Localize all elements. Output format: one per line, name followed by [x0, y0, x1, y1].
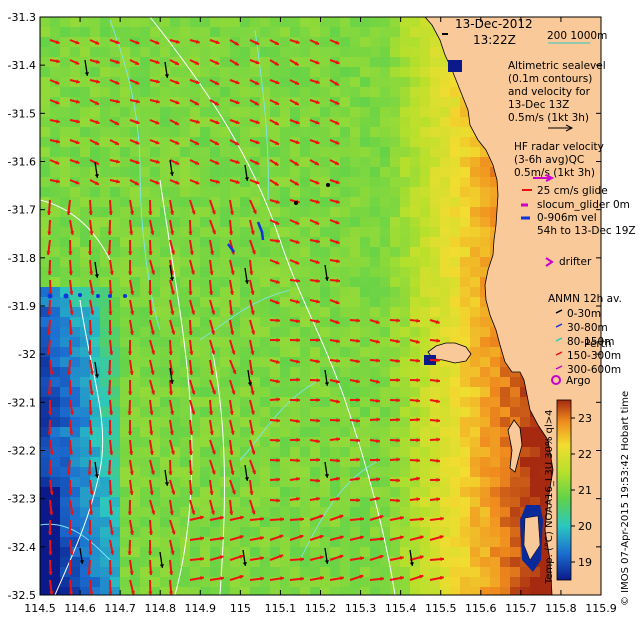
y-tick-label: -31.6	[8, 156, 36, 169]
scale-label: 200 1000m	[547, 30, 607, 42]
y-tick-label: -31.5	[8, 107, 36, 120]
y-tick-label: -32.2	[8, 445, 36, 458]
glider-line-4: 54h to 13-Dec 19Z	[537, 225, 636, 237]
colorbar: 23 22 21 20 19 Temp. (°C) NOAA16_L3U 30% ql>…	[544, 399, 592, 585]
glider-track	[47, 183, 330, 299]
hf-line-1: HF radar velocity	[514, 141, 604, 153]
altimetry-line-4: 13-Dec 13Z	[508, 99, 569, 111]
colorbar-label: Temp. (°C) NOAA16_L3U 30% ql>4	[544, 409, 555, 585]
x-tick-label: 114.9	[185, 602, 217, 615]
argo-icon	[551, 375, 561, 385]
glider-line-1: 25 cm/s glide	[537, 185, 608, 197]
hf-line-2: (3-6h avg)QC	[514, 154, 584, 166]
colorbar-tick-label: 23	[578, 412, 592, 425]
anmn-legend: ANMN 12h av. 0-30m 30-80m 80-150m 150-30…	[548, 293, 622, 376]
anmn-300-600-icon	[555, 365, 563, 370]
y-tick-label: -32.1	[8, 396, 36, 409]
anmn-item-2: 30-80m	[567, 322, 608, 334]
hf-arrow-icon	[533, 174, 555, 182]
altimetry-velocity-arrows	[79, 59, 415, 568]
credit-label: © IMOS 07-Apr-2015 19:53:42 Hobart time	[620, 391, 631, 606]
y-tick-label: -32.4	[8, 541, 36, 554]
x-tick-label: 115.6	[465, 602, 497, 615]
x-tick-label: 115.7	[505, 602, 537, 615]
anmn-item-5: 300-600m	[567, 364, 621, 376]
y-tick-label: -31.4	[8, 59, 36, 72]
x-tick-label: 114.5	[24, 602, 56, 615]
altimetry-line-3: and velocity for	[508, 86, 591, 98]
y-tick-label: -31.9	[8, 300, 36, 313]
glider-line-3: 0-906m vel	[537, 212, 597, 224]
x-tick-label: 115.4	[385, 602, 417, 615]
colorbar-ticks: 23 22 21 20 19	[571, 412, 592, 569]
y-tick-label: -31.7	[8, 204, 36, 217]
x-tick-label: 114.8	[144, 602, 176, 615]
x-tick-label: 115.5	[425, 602, 457, 615]
anmn-150-300-icon	[555, 351, 563, 356]
x-tick-label: 115.3	[345, 602, 377, 615]
altimetry-legend: Altimetric sealevel (0.1m contours) and …	[508, 60, 606, 132]
place-label: Perth	[584, 338, 612, 350]
x-tick-label: 114.7	[104, 602, 136, 615]
anmn-30-80-icon	[555, 323, 563, 328]
hf-radar-velocity-arrows	[46, 39, 445, 595]
x-tick-label: 115.2	[305, 602, 337, 615]
altimetry-line-5: 0.5m/s (1kt 3h)	[508, 112, 589, 124]
x-tick-label: 115	[230, 602, 251, 615]
date-label: 13-Dec-2012	[455, 17, 533, 31]
y-tick-label: -32	[18, 348, 36, 361]
time-label: 13:22Z	[473, 33, 516, 47]
y-axis-ticks: -31.3 -31.4 -31.5 -31.6 -31.7 -31.8 -31.9 -32 -3…	[8, 11, 601, 602]
anmn-item-3: 80-150m	[567, 336, 614, 348]
x-axis-ticks: 114.5 114.6 114.7 114.8 114.9 115 115.1 115.2 11…	[24, 17, 617, 615]
x-tick-label: 114.6	[64, 602, 96, 615]
y-tick-label: -32.3	[8, 493, 36, 506]
x-tick-label: 115.8	[545, 602, 577, 615]
y-tick-label: -31.3	[8, 11, 36, 24]
anmn-item-1: 0-30m	[567, 308, 601, 320]
glider-line-2: slocum_glider 0m	[537, 199, 630, 211]
altimetry-line-1: Altimetric sealevel	[508, 60, 606, 72]
anmn-80-150-icon	[555, 337, 563, 342]
colorbar-tick-label: 22	[578, 448, 592, 461]
x-tick-label: 115.1	[265, 602, 297, 615]
hf-line-3: 0.5m/s (1kt 3h)	[514, 167, 595, 179]
y-tick-label: -32.5	[8, 589, 36, 602]
altimetry-arrow-icon	[548, 124, 574, 132]
x-tick-label: 115.9	[585, 602, 617, 615]
glider-legend: 25 cm/s glide slocum_glider 0m 0-906m ve…	[521, 185, 636, 237]
drifter-icon	[545, 257, 554, 267]
colorbar-tick-label: 20	[578, 520, 592, 533]
argo-label: Argo	[566, 375, 590, 387]
anmn-title: ANMN 12h av.	[548, 293, 622, 305]
y-tick-label: -31.8	[8, 252, 36, 265]
altimetry-line-2: (0.1m contours)	[508, 73, 592, 85]
anmn-0-30-icon	[555, 309, 563, 314]
colorbar-tick-label: 19	[578, 556, 592, 569]
anmn-item-4: 150-300m	[567, 350, 621, 362]
drifter-label: drifter	[559, 256, 592, 268]
colorbar-gradient	[556, 399, 572, 581]
colorbar-tick-label: 21	[578, 484, 592, 497]
hf-radar-legend: HF radar velocity (3-6h avg)QC 0.5m/s (1…	[514, 141, 604, 182]
